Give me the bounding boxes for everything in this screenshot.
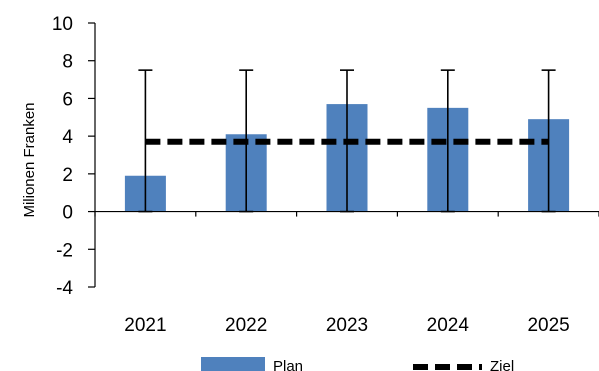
- y-tick-label: 0: [62, 203, 73, 224]
- y-tick-label: 2: [62, 165, 73, 186]
- y-tick-label: -2: [56, 240, 73, 261]
- legend-label-plan: Plan: [273, 358, 303, 371]
- x-tick-labels: 2021 2022 2023 2024 2025: [124, 315, 569, 336]
- legend: Plan Ziel: [201, 357, 514, 371]
- x-tick-label-2025: 2025: [527, 315, 569, 336]
- y-tick-label: 8: [62, 52, 73, 73]
- y-tick-label: 4: [62, 127, 73, 148]
- x-tick-label-2023: 2023: [326, 315, 368, 336]
- x-tick-label-2021: 2021: [124, 315, 166, 336]
- y-tick-label: 10: [52, 14, 73, 35]
- legend-swatch-plan: [201, 357, 265, 371]
- x-tick-label-2024: 2024: [427, 315, 470, 336]
- x-tick-label-2022: 2022: [225, 315, 267, 336]
- legend-label-ziel: Ziel: [490, 358, 514, 371]
- axes: [88, 22, 599, 288]
- y-tick-labels: -4 -2 0 2 4 6 8 10: [52, 14, 74, 299]
- y-tick-label: 6: [62, 89, 73, 110]
- y-axis-title: Milionen Franken: [21, 102, 38, 217]
- y-tick-label: -4: [56, 278, 73, 299]
